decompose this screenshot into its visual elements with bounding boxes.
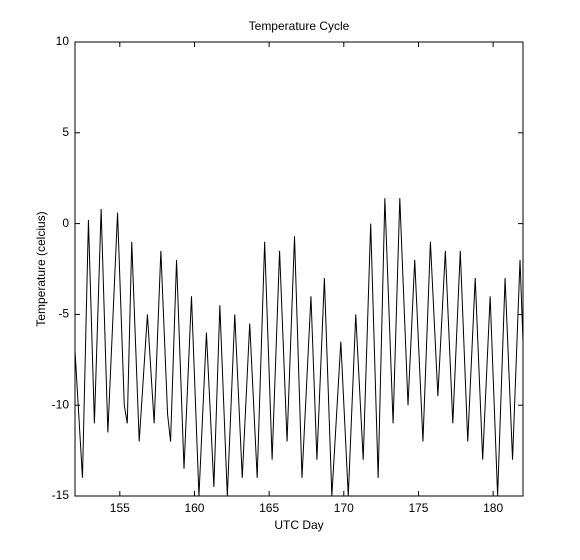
x-tick-label: 180 (483, 501, 503, 515)
y-tick-label: 5 (62, 125, 69, 139)
y-tick-label: -10 (52, 397, 70, 411)
data-line (75, 198, 523, 496)
y-axis-label: Temperature (celcius) (34, 211, 48, 326)
x-tick-label: 170 (334, 501, 354, 515)
y-tick-label: 0 (62, 216, 69, 230)
y-tick-label: -15 (52, 488, 70, 502)
x-axis-label: UTC Day (274, 518, 323, 532)
x-tick-label: 175 (408, 501, 428, 515)
y-tick-label: -5 (58, 307, 69, 321)
plot-area (74, 41, 524, 497)
x-tick-label: 165 (259, 501, 279, 515)
x-tick-label: 155 (110, 501, 130, 515)
y-tick-label: 10 (56, 34, 70, 48)
x-tick-label: 160 (184, 501, 204, 515)
chart-title: Temperature Cycle (249, 19, 350, 33)
